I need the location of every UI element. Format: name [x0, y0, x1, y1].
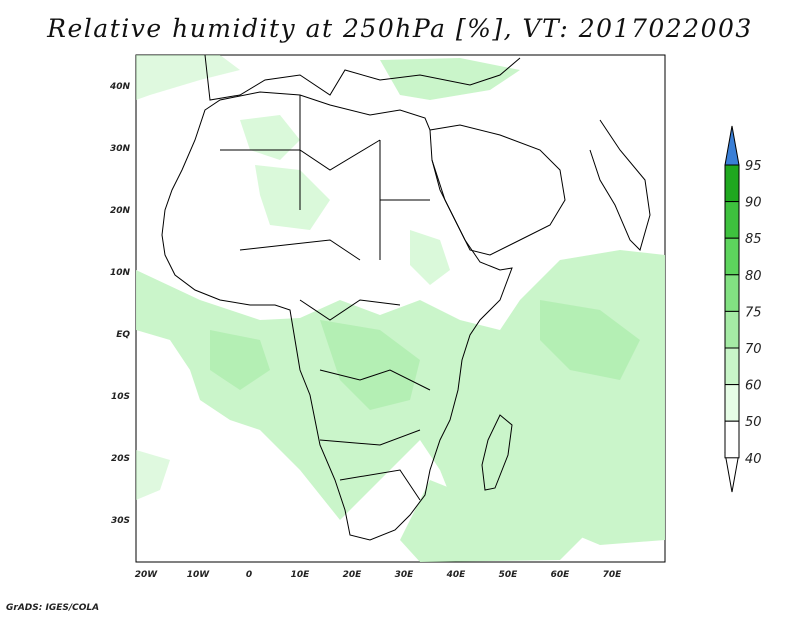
colorbar-label: 90	[745, 196, 762, 211]
lon-tick-label: 70E	[603, 570, 623, 580]
coastlines	[161, 54, 651, 541]
country-borders	[220, 95, 431, 501]
lon-tick-label: 30E	[395, 570, 415, 580]
europe-outline	[204, 54, 521, 101]
colorbar-label: 75	[745, 305, 762, 320]
madagascar-outline	[481, 414, 513, 491]
colorbar-lower-triangle	[724, 452, 740, 493]
colorbar-swatch	[724, 201, 740, 239]
lon-tick-label: 20W	[135, 570, 159, 580]
lon-tick-label: 10W	[187, 570, 211, 580]
colorbar-swatch	[724, 310, 740, 349]
colorbar-swatch	[724, 420, 740, 459]
colorbar-swatch	[724, 347, 740, 386]
colorbar-label: 80	[745, 269, 762, 284]
lon-tick-label: 40E	[446, 570, 467, 580]
lon-tick-label: 20E	[343, 570, 363, 580]
lon-tick-labels: 20W 10W 0 10E 20E 30E 40E 50E 60E 70E	[135, 570, 622, 580]
colorbar-upper-triangle	[724, 125, 740, 166]
lon-tick-label: 0	[246, 570, 252, 580]
humidity-shading-darker	[210, 300, 640, 410]
colorbar-label: 50	[745, 415, 762, 430]
grads-credit: GrADS: IGES/COLA	[6, 603, 100, 613]
colorbar-label: 40	[745, 452, 762, 467]
lon-tick-label: 60E	[551, 570, 571, 580]
colorbar-label: 95	[745, 159, 762, 174]
lat-tick-label: 40N	[109, 82, 131, 92]
colorbar-swatch	[724, 274, 740, 312]
lat-tick-labels: 40N 30N 20N 10N EQ 10S 20S 30S	[109, 82, 131, 526]
lat-tick-label: 20N	[110, 206, 131, 216]
colorbar-swatch	[724, 384, 740, 422]
colorbar-label: 60	[745, 379, 762, 394]
lat-tick-label: EQ	[116, 330, 130, 340]
africa-outline	[161, 91, 513, 541]
lon-tick-label: 50E	[499, 570, 519, 580]
lon-tick-label: 10E	[291, 570, 311, 580]
colorbar-swatch	[724, 164, 740, 203]
colorbar-swatch	[724, 237, 740, 276]
lat-tick-label: 30N	[110, 144, 131, 154]
lat-tick-label: 10S	[111, 392, 130, 402]
lat-tick-label: 20S	[111, 454, 130, 464]
colorbar: 95 90 85 80 75 70 60 50 40	[724, 125, 762, 493]
chart-title: Relative humidity at 250hPa [%], VT: 201…	[47, 14, 753, 43]
humidity-shading	[136, 55, 665, 562]
colorbar-label: 85	[745, 232, 762, 247]
india-outline	[589, 119, 651, 251]
colorbar-label: 70	[745, 342, 762, 357]
arabia-outline	[429, 124, 566, 256]
lat-tick-label: 10N	[110, 268, 131, 278]
lat-tick-label: 30S	[111, 516, 130, 526]
